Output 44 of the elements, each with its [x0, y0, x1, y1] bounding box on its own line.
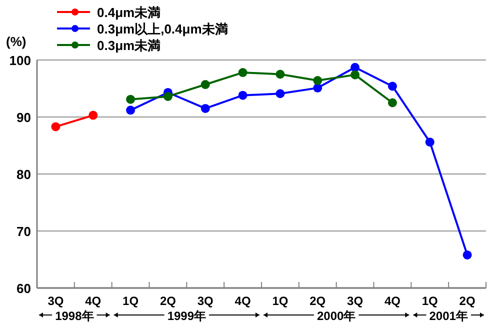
- point: [126, 94, 136, 104]
- x-tick-label: 4Q: [234, 294, 251, 308]
- point: [238, 68, 248, 78]
- x-tick-label: 3Q: [197, 294, 214, 308]
- point: [200, 104, 210, 113]
- x-tick-label: 4Q: [85, 294, 102, 308]
- point: [276, 70, 285, 79]
- text: 2001年: [429, 309, 468, 323]
- point: [462, 250, 472, 260]
- point: [276, 89, 285, 98]
- legend-label: 0.4μm未満: [97, 5, 161, 20]
- point: [313, 83, 322, 92]
- point: [388, 82, 397, 91]
- point: [238, 90, 248, 100]
- point: [313, 76, 322, 86]
- point: [88, 110, 98, 120]
- point: [200, 80, 210, 90]
- x-tick-label: 3Q: [347, 294, 364, 308]
- point: [425, 138, 434, 147]
- x-tick-label: 2Q: [310, 294, 326, 308]
- x-tick-label: 1Q: [122, 294, 139, 308]
- x-tick-label: 3Q: [48, 294, 64, 308]
- text: 2000年: [316, 309, 356, 323]
- legend-label: 0.3μm未満: [97, 38, 161, 53]
- point: [126, 106, 136, 115]
- y-axis-title: (%): [6, 34, 26, 49]
- y-tick-label: 60: [16, 281, 31, 296]
- legend-label: 0.3μm以上,0.4μm未満: [97, 22, 228, 36]
- point: [163, 92, 172, 101]
- x-tick-label: 1Q: [272, 294, 288, 308]
- text: 1999年: [167, 309, 206, 323]
- x-tick-label: 4Q: [384, 294, 400, 308]
- point: [350, 62, 360, 72]
- y-tick-label: 70: [16, 224, 31, 239]
- point: [350, 70, 360, 80]
- y-tick-label: 90: [16, 110, 31, 125]
- y-tick-label: 100: [9, 53, 31, 68]
- point: [51, 122, 60, 132]
- x-tick-label: 2Q: [160, 294, 176, 308]
- x-tick-label: 2Q: [459, 294, 476, 308]
- x-tick-label: 1Q: [422, 294, 438, 308]
- y-tick-label: 80: [16, 167, 31, 182]
- point: [388, 98, 397, 108]
- text: 1998年: [55, 309, 94, 323]
